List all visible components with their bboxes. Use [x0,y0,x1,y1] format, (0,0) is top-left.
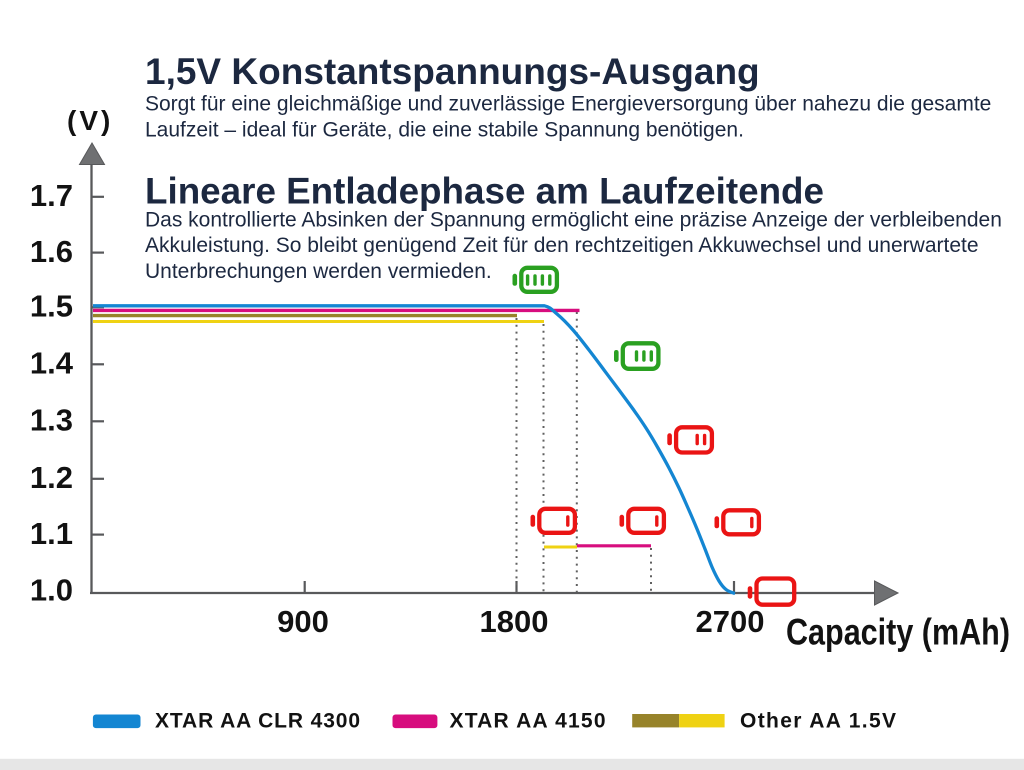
svg-text:Laufzeit – ideal für Geräte, d: Laufzeit – ideal für Geräte, die eine st… [145,119,744,142]
svg-text:Lineare Entladephase am Laufze: Lineare Entladephase am Laufzeitende [145,171,824,212]
svg-text:1.7: 1.7 [30,178,73,213]
svg-text:1.2: 1.2 [30,460,73,495]
svg-text:XTAR AA 4150: XTAR AA 4150 [450,710,606,733]
svg-text:1.0: 1.0 [30,573,73,608]
svg-text:Unterbrechungen werden vermied: Unterbrechungen werden vermieden. [145,260,492,283]
svg-text:1.1: 1.1 [30,516,73,551]
svg-text:Akkuleistung. So bleibt genüge: Akkuleistung. So bleibt genügend Zeit fü… [145,234,979,257]
svg-text:Other AA 1.5V: Other AA 1.5V [740,710,896,733]
svg-text:Das kontrollierte Absinken der: Das kontrollierte Absinken der Spannung … [145,209,1002,232]
svg-text:1800: 1800 [480,604,549,639]
svg-text:(V): (V) [67,105,113,136]
svg-text:1,5V Konstantspannungs-Ausgang: 1,5V Konstantspannungs-Ausgang [145,51,760,92]
svg-text:2700: 2700 [696,604,765,639]
svg-text:1.5: 1.5 [30,289,73,324]
svg-text:XTAR AA CLR 4300: XTAR AA CLR 4300 [155,710,360,733]
svg-text:Sorgt für eine gleichmäßige un: Sorgt für eine gleichmäßige und zuverläs… [145,93,991,116]
svg-text:1.3: 1.3 [30,403,73,438]
svg-text:1.6: 1.6 [30,234,73,269]
svg-text:Capacity (mAh): Capacity (mAh) [786,612,1010,653]
svg-text:1.4: 1.4 [30,346,74,381]
svg-text:900: 900 [277,604,329,639]
